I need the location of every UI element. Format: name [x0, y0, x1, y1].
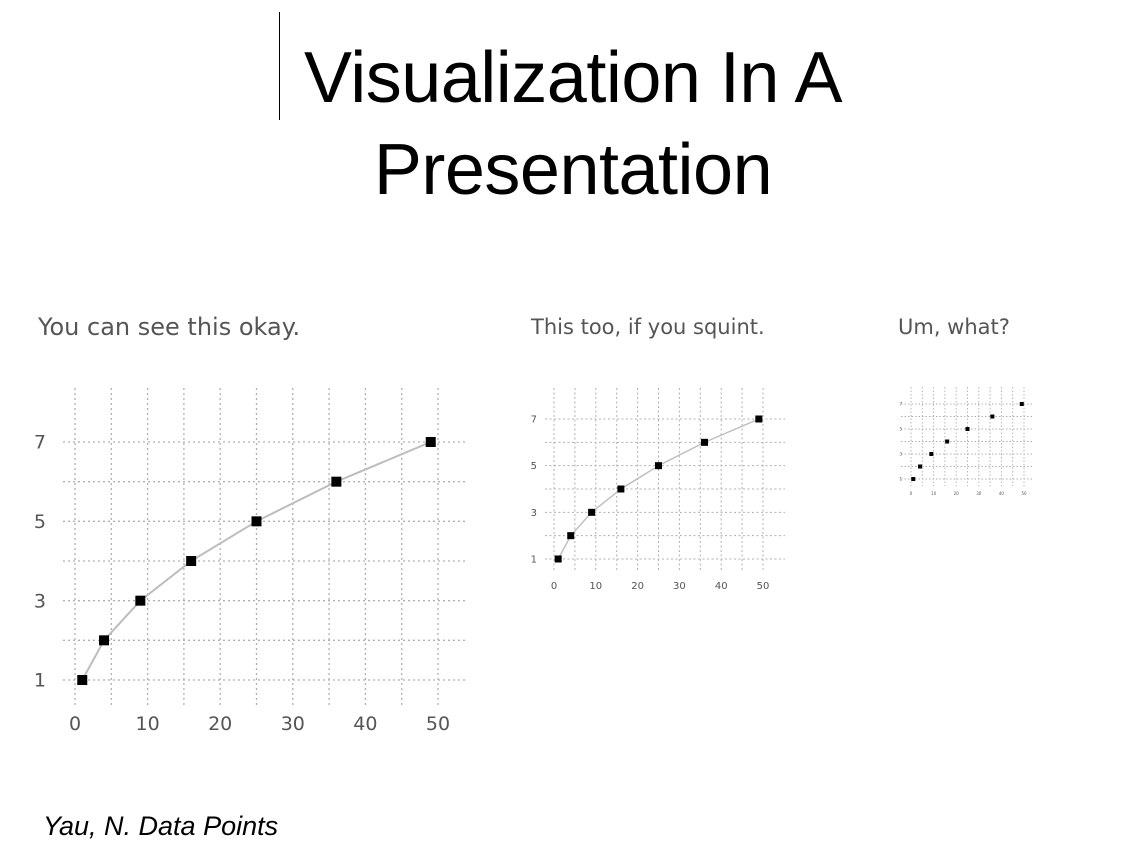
x-tick-label: 20	[631, 581, 644, 592]
x-tick-label: 30	[281, 713, 305, 735]
y-tick-label: 5	[531, 461, 537, 472]
y-tick-label: 7	[34, 432, 46, 454]
x-tick-label: 40	[999, 491, 1005, 496]
data-point	[755, 415, 763, 423]
y-tick-label: 1	[531, 555, 537, 566]
data-point	[990, 414, 995, 419]
data-point	[567, 532, 575, 540]
chart-2: 0 10 20 30 40 50 1 3 5 7	[531, 388, 785, 592]
y-tick-label: 5	[34, 511, 46, 533]
chart-1: 0 10 20 30 40 50 1 3 5 7	[34, 388, 466, 735]
data-point	[77, 675, 88, 685]
slide-title: Visualization In A Presentation	[0, 32, 1146, 216]
chart-title-medium: This too, if you squint.	[531, 315, 765, 339]
y-tick-label: 3	[34, 590, 46, 612]
data-point	[588, 508, 596, 516]
y-tick-label: 7	[899, 401, 902, 406]
x-tick-label: 0	[551, 581, 557, 592]
y-tick-label: 3	[899, 451, 902, 456]
data-point	[1019, 402, 1024, 406]
x-tick-label: 30	[673, 581, 686, 592]
y-tick-label: 5	[899, 426, 902, 431]
data-point	[655, 462, 662, 470]
data-point	[965, 427, 970, 431]
y-tick-label: 1	[899, 476, 902, 481]
chart-title-large: You can see this okay.	[38, 313, 301, 341]
chart-title-small: Um, what?	[898, 315, 1010, 339]
x-tick-label: 30	[976, 491, 982, 496]
x-tick-label: 50	[1021, 491, 1027, 496]
data-point	[186, 556, 197, 566]
data-point	[918, 464, 923, 469]
x-tick-label: 10	[589, 581, 602, 592]
citation: Yau, N. Data Points	[43, 811, 279, 841]
y-tick-label: 1	[34, 670, 46, 692]
x-tick-label: 40	[715, 581, 728, 592]
data-point	[554, 555, 562, 563]
data-point	[617, 485, 625, 493]
data-point	[945, 439, 950, 444]
data-point	[135, 595, 146, 606]
x-tick-label: 0	[69, 713, 81, 735]
chart-3: 0 10 20 30 40 50 1 3 5 7	[899, 387, 1034, 496]
x-tick-label: 10	[136, 713, 160, 735]
x-tick-label: 10	[931, 491, 937, 496]
x-tick-label: 50	[426, 713, 450, 735]
slide-title-line-2: Presentation	[373, 130, 773, 210]
x-tick-label: 20	[954, 491, 960, 496]
x-tick-label: 50	[757, 581, 770, 592]
data-point	[929, 452, 934, 456]
data-point	[331, 476, 342, 487]
data-point	[425, 437, 436, 447]
data-point	[700, 438, 708, 446]
slide-title-line-1: Visualization In A	[303, 38, 843, 118]
y-tick-label: 7	[531, 415, 537, 426]
text-cursor	[279, 12, 280, 120]
y-tick-label: 3	[531, 508, 537, 519]
data-point	[99, 635, 110, 646]
x-tick-label: 0	[910, 491, 913, 496]
data-point	[251, 516, 262, 527]
x-tick-label: 20	[208, 713, 232, 735]
x-tick-label: 40	[353, 713, 377, 735]
data-point	[911, 477, 916, 481]
